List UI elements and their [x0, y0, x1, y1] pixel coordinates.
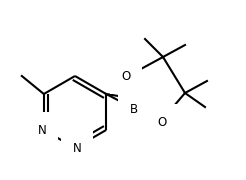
Text: N: N: [73, 141, 81, 154]
Text: B: B: [130, 102, 138, 116]
Text: N: N: [37, 123, 46, 136]
Text: O: O: [157, 116, 167, 129]
Text: O: O: [121, 69, 131, 82]
